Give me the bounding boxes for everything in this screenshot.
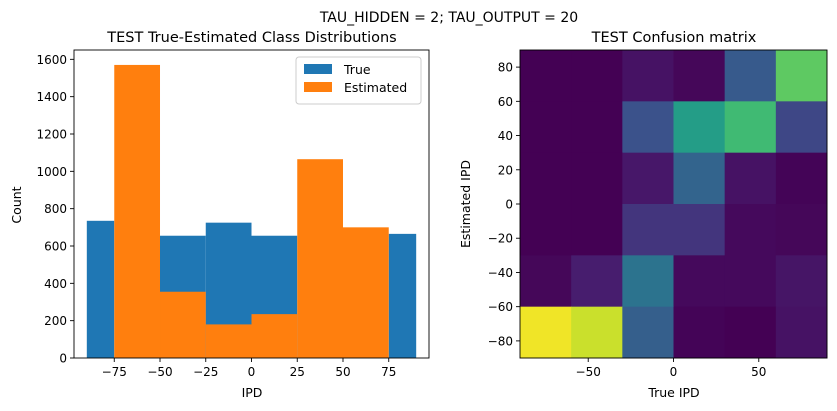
cm-cell-r1-c1 (571, 101, 623, 154)
cm-cell-r5-c3 (673, 306, 726, 359)
cm-cell-r4-c3 (673, 255, 726, 308)
cm-cell-r1-c0 (520, 101, 572, 154)
bar-estimated-1 (160, 291, 206, 358)
cm-cell-r4-c1 (571, 255, 623, 308)
y-tick-label: −20 (488, 232, 513, 246)
cm-cell-r0-c4 (724, 50, 777, 102)
legend-estimated-swatch (304, 82, 332, 92)
bar-true-0 (86, 220, 115, 358)
figure-suptitle: TAU_HIDDEN = 2; TAU_OUTPUT = 20 (319, 10, 578, 26)
y-tick-label: 800 (44, 202, 67, 216)
cm-cell-r5-c1 (571, 306, 623, 359)
y-tick-label: 1400 (36, 90, 67, 104)
bar-true-7 (388, 233, 417, 358)
cm-cell-r2-c0 (520, 152, 572, 205)
y-tick-label: 1000 (36, 165, 67, 179)
cm-cell-r3-c0 (520, 204, 572, 256)
x-tick-label: 0 (248, 365, 256, 379)
cm-cell-r4-c4 (724, 255, 777, 308)
bar-estimated-5 (342, 227, 389, 358)
x-tick-label: 75 (381, 365, 396, 379)
y-tick-label: 1200 (36, 128, 67, 142)
legend-true-swatch (304, 64, 332, 74)
y-tick-label: 200 (44, 314, 67, 328)
cm-cell-r5-c5 (775, 306, 828, 359)
confusion-matrix-title: TEST Confusion matrix (591, 30, 757, 46)
y-tick-label: −80 (488, 334, 513, 348)
cm-cell-r3-c5 (775, 204, 828, 256)
histogram-y-axis-label: Count (9, 186, 24, 223)
cm-cell-r4-c0 (520, 255, 572, 308)
histogram-legend: True Estimated (295, 56, 422, 105)
confusion-matrix-x-ticks: −50 0 50 (576, 358, 766, 379)
x-tick-label: 0 (670, 365, 678, 379)
bar-estimated-3 (251, 314, 298, 358)
histogram-y-ticks: 0 200 400 600 800 1000 1200 1400 1600 (36, 53, 74, 366)
x-tick-label: 25 (290, 365, 305, 379)
confusion-matrix-cells (520, 50, 828, 359)
x-tick-label: −50 (576, 365, 601, 379)
y-tick-label: 20 (498, 163, 513, 177)
legend-estimated-label: Estimated (344, 80, 407, 95)
cm-cell-r0-c1 (571, 50, 623, 102)
y-tick-label: −40 (488, 266, 513, 280)
cm-cell-r2-c2 (622, 152, 674, 205)
bar-estimated-2 (205, 324, 252, 358)
cm-cell-r1-c5 (775, 101, 828, 154)
cm-cell-r1-c2 (622, 101, 674, 154)
confusion-matrix-x-axis-label: True IPD (647, 385, 699, 400)
legend-true-label: True (343, 62, 371, 77)
histogram-bars (86, 64, 417, 358)
cm-cell-r0-c2 (622, 50, 674, 102)
x-tick-label: 50 (751, 365, 766, 379)
cm-cell-r1-c3 (673, 101, 726, 154)
cm-cell-r2-c5 (775, 152, 828, 205)
cm-cell-r5-c2 (622, 306, 674, 359)
cm-cell-r3-c4 (724, 204, 777, 256)
confusion-matrix-y-ticks: −80 −60 −40 −20 0 20 40 60 80 (488, 61, 520, 348)
histogram-title: TEST True-Estimated Class Distributions (106, 30, 396, 46)
y-tick-label: −60 (488, 300, 513, 314)
cm-cell-r2-c3 (673, 152, 726, 205)
x-tick-label: −75 (102, 365, 127, 379)
cm-cell-r5-c4 (724, 306, 777, 359)
y-tick-label: 0 (59, 352, 67, 366)
cm-cell-r3-c2 (622, 204, 674, 256)
cm-cell-r0-c3 (673, 50, 726, 102)
y-tick-label: 60 (498, 95, 513, 109)
cm-cell-r0-c5 (775, 50, 828, 102)
y-tick-label: 0 (505, 198, 513, 212)
cm-cell-r5-c0 (520, 306, 572, 359)
cm-cell-r1-c4 (724, 101, 777, 154)
bar-estimated-4 (297, 159, 343, 358)
y-tick-label: 1600 (36, 53, 67, 67)
cm-cell-r4-c2 (622, 255, 674, 308)
x-tick-label: −25 (193, 365, 218, 379)
confusion-matrix-chart: TEST Confusion matrix −50 0 50 −80 −60 −40 −2… (458, 30, 828, 400)
bar-estimated-0 (114, 64, 161, 358)
histogram-chart: TEST True-Estimated Class Distributions … (9, 30, 430, 400)
cm-cell-r2-c4 (724, 152, 777, 205)
cm-cell-r3-c1 (571, 204, 623, 256)
cm-cell-r0-c0 (520, 50, 572, 102)
histogram-x-axis-label: IPD (242, 385, 263, 400)
cm-cell-r2-c1 (571, 152, 623, 205)
histogram-x-ticks: −75 −50 −25 0 25 50 75 (102, 358, 396, 379)
y-tick-label: 40 (498, 129, 513, 143)
y-tick-label: 80 (498, 61, 513, 75)
y-tick-label: 400 (44, 277, 67, 291)
y-tick-label: 600 (44, 240, 67, 254)
x-tick-label: 50 (335, 365, 350, 379)
cm-cell-r4-c5 (775, 255, 828, 308)
cm-cell-r3-c3 (673, 204, 726, 256)
confusion-matrix-y-axis-label: Estimated IPD (458, 160, 473, 248)
x-tick-label: −50 (147, 365, 172, 379)
